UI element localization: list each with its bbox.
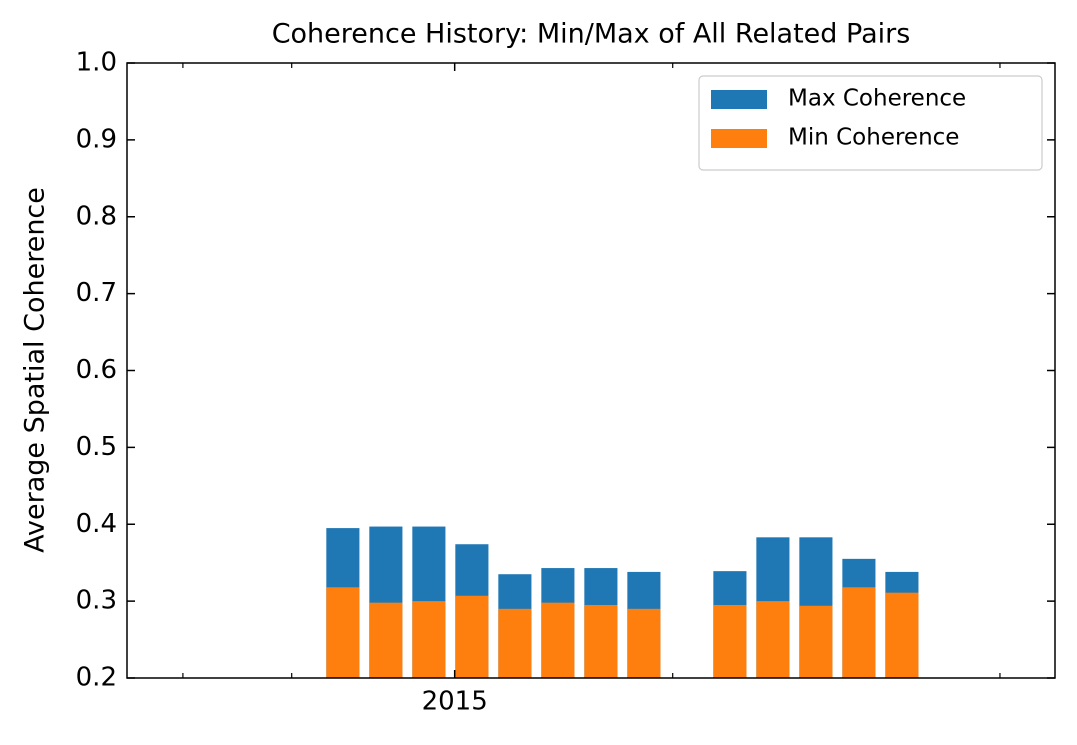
legend-box [698,75,1043,171]
bar [369,602,403,678]
bar [713,604,747,678]
bar [799,605,833,678]
bar [627,608,661,678]
legend-swatch [711,90,767,109]
y-tick-label: 0.4 [76,509,117,539]
y-tick-label: 0.3 [76,586,117,616]
bar [541,602,575,678]
plot-frame [126,62,1056,679]
y-tick-label: 0.8 [76,201,117,231]
bar [498,608,532,678]
y-tick-label: 1.0 [76,48,117,78]
legend-label: Min Coherence [788,125,959,151]
legend-label: Max Coherence [788,86,966,112]
bar [756,601,790,678]
chart-title: Coherence History: Min/Max of All Relate… [272,19,911,50]
bar [455,595,489,678]
bar [326,587,360,678]
legend-swatch [711,129,767,148]
x-tick-label: 2015 [422,687,488,717]
bar [584,604,618,678]
y-tick-label: 0.7 [76,278,117,308]
bar [842,587,876,678]
bar [412,601,446,678]
bar [885,592,919,678]
y-axis-label: Average Spatial Coherence [20,187,51,553]
y-tick-label: 0.2 [76,663,117,693]
y-tick-label: 0.5 [76,432,117,462]
y-tick-label: 0.6 [76,355,117,385]
y-tick-label: 0.9 [76,124,117,154]
